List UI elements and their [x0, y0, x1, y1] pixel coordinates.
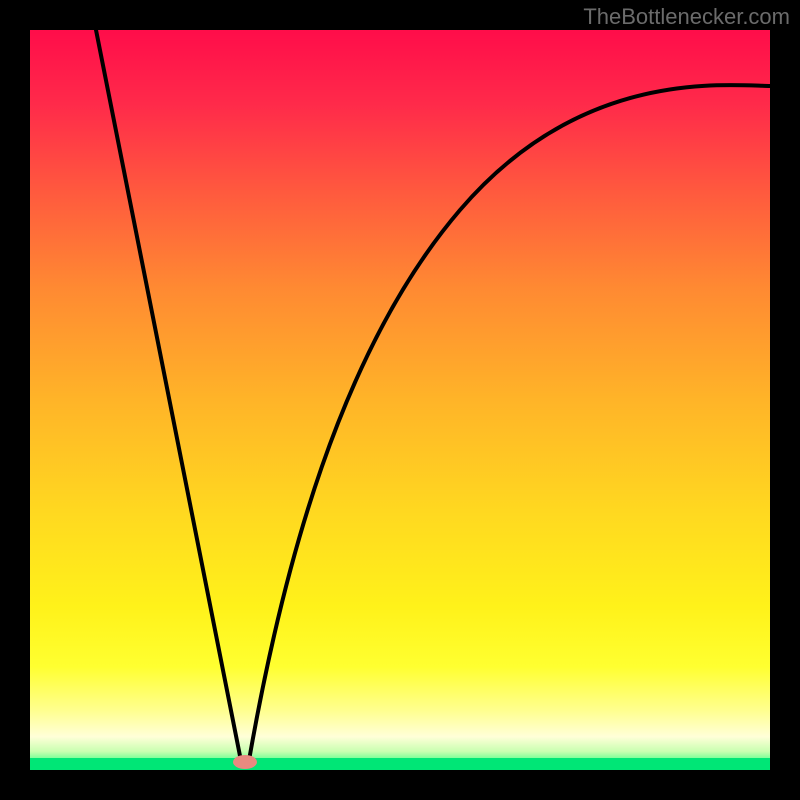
- plot-area: [30, 30, 770, 770]
- left-line: [96, 30, 242, 766]
- bottleneck-marker: [233, 755, 257, 769]
- chart-container: TheBottlenecker.com: [0, 0, 800, 800]
- watermark-text: TheBottlenecker.com: [583, 4, 790, 30]
- right-curve: [248, 85, 770, 766]
- curves-layer: [30, 30, 770, 770]
